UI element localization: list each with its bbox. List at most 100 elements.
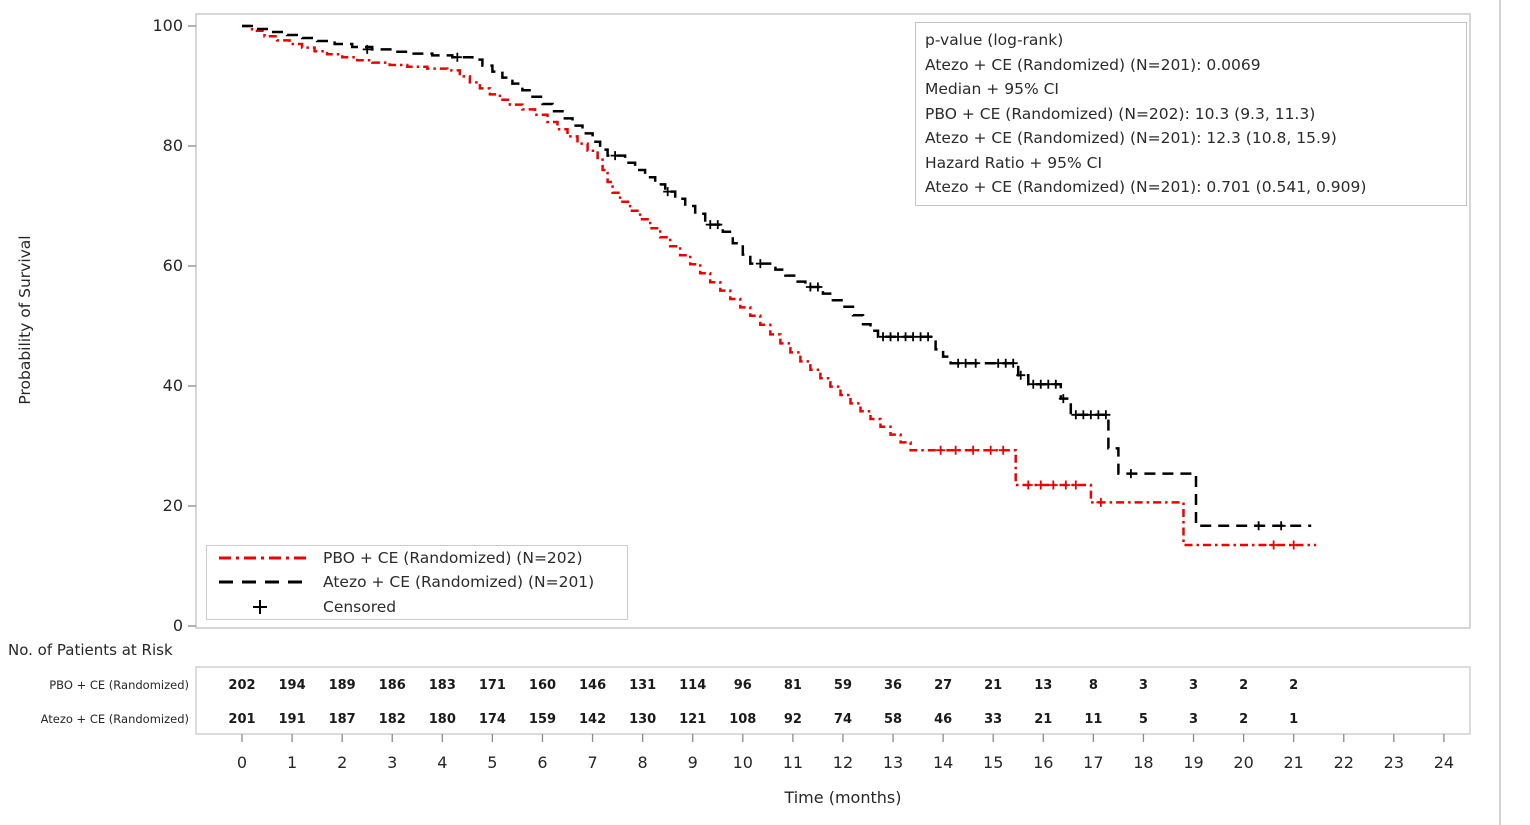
risk-count: 2 xyxy=(1289,678,1298,693)
annotation-line: Hazard Ratio + 95% CI xyxy=(925,153,1103,172)
y-axis-tick-label: 60 xyxy=(163,256,183,275)
risk-count: 130 xyxy=(629,712,656,727)
censor-mark xyxy=(968,445,978,455)
censor-mark xyxy=(1036,480,1046,490)
risk-count: 171 xyxy=(479,678,506,693)
x-axis-tick-label: 14 xyxy=(933,753,953,772)
risk-count: 1 xyxy=(1289,712,1298,727)
risk-count: 180 xyxy=(429,712,456,727)
legend-item-label: Atezo + CE (Randomized) (N=201) xyxy=(323,573,595,592)
legend-item-censored: Censored xyxy=(215,595,627,619)
x-axis-title: Time (months) xyxy=(783,788,901,807)
risk-count: 21 xyxy=(984,678,1002,693)
risk-count: 3 xyxy=(1139,678,1148,693)
risk-count: 189 xyxy=(329,678,356,693)
censor-mark xyxy=(886,332,896,342)
risk-count: 183 xyxy=(429,678,456,693)
censor-mark xyxy=(452,52,462,62)
risk-count: 131 xyxy=(629,678,656,693)
censor-mark xyxy=(713,220,723,230)
annotation-line: p-value (log-rank) xyxy=(925,31,1064,49)
risk-count: 2 xyxy=(1239,712,1248,727)
censor-mark xyxy=(1023,480,1033,490)
pbo-survival-curve xyxy=(242,24,1317,547)
x-axis-tick-label: 17 xyxy=(1083,753,1103,772)
censor-mark xyxy=(1276,521,1286,531)
risk-count: 191 xyxy=(279,712,306,727)
censor-mark xyxy=(362,44,372,54)
risk-count: 2 xyxy=(1239,678,1248,693)
risk-count: 142 xyxy=(579,712,606,727)
censor-mark xyxy=(1028,379,1038,389)
y-axis-tick-label: 80 xyxy=(163,136,183,155)
censor-mark xyxy=(986,445,996,455)
risk-count: 59 xyxy=(834,678,852,693)
censor-mark xyxy=(1093,410,1103,420)
annotation-line: PBO + CE (Randomized) (N=202): 10.3 (9.3… xyxy=(925,104,1316,123)
censor-mark xyxy=(1008,358,1018,368)
censor-mark xyxy=(998,445,1008,455)
censor-mark xyxy=(923,332,933,342)
risk-table-box xyxy=(195,666,1471,735)
censor-mark xyxy=(805,282,815,292)
censor-mark xyxy=(1061,480,1071,490)
x-axis-tick-label: 18 xyxy=(1133,753,1153,772)
censor-mark xyxy=(971,358,981,368)
censor-mark xyxy=(1048,480,1058,490)
censor-mark xyxy=(1071,410,1081,420)
x-axis-tick-label: 13 xyxy=(883,753,903,772)
risk-count: 174 xyxy=(479,712,506,727)
x-axis-tick-label: 0 xyxy=(237,753,247,772)
censor-mark xyxy=(893,332,903,342)
risk-count: 146 xyxy=(579,678,606,693)
risk-count: 108 xyxy=(729,712,756,727)
atezo-line-swatch-icon xyxy=(219,580,307,584)
pbo-line-swatch-icon xyxy=(219,556,307,560)
risk-count: 121 xyxy=(679,712,706,727)
y-axis-tick-label: 0 xyxy=(173,616,183,635)
censor-mark xyxy=(1254,521,1264,531)
plot-frame xyxy=(195,13,1471,629)
annotation-line: Atezo + CE (Randomized) (N=201): 12.3 (1… xyxy=(925,129,1337,147)
censor-mark xyxy=(1058,394,1068,404)
legend-item-label: PBO + CE (Randomized) (N=202) xyxy=(323,549,583,568)
censor-mark xyxy=(1016,370,1026,380)
x-axis-tick-label: 5 xyxy=(487,753,497,772)
annotation-line: Median + 95% CI xyxy=(925,80,1059,98)
censor-mark xyxy=(1036,379,1046,389)
x-axis-tick-label: 24 xyxy=(1434,753,1454,772)
x-axis-tick-label: 11 xyxy=(783,753,803,772)
censor-mark xyxy=(813,282,823,292)
x-axis-tick-label: 21 xyxy=(1284,753,1304,772)
censor-mark xyxy=(916,332,926,342)
x-axis-tick-label: 12 xyxy=(833,753,853,772)
risk-count: 201 xyxy=(228,712,255,727)
censor-mark xyxy=(1289,540,1299,550)
y-axis-tick-label: 40 xyxy=(163,376,183,395)
censor-mark xyxy=(1071,480,1081,490)
censor-mark xyxy=(1126,469,1136,479)
legend: PBO + CE (Randomized) (N=202) Atezo + CE… xyxy=(206,545,628,620)
risk-count: 81 xyxy=(784,678,802,693)
censor-mark xyxy=(1043,379,1053,389)
risk-count: 160 xyxy=(529,678,556,693)
risk-row-label: Atezo + CE (Randomized) xyxy=(41,712,189,726)
x-axis-tick-label: 6 xyxy=(537,753,547,772)
x-axis-tick-label: 1 xyxy=(287,753,297,772)
y-axis-tick-label: 20 xyxy=(163,496,183,515)
x-axis-tick-label: 8 xyxy=(638,753,648,772)
censor-mark xyxy=(993,358,1003,368)
risk-count: 46 xyxy=(934,712,952,727)
risk-count: 182 xyxy=(379,712,406,727)
censor-mark xyxy=(1096,497,1106,507)
risk-count: 8 xyxy=(1089,678,1098,693)
x-axis-tick-label: 4 xyxy=(437,753,447,772)
x-axis-tick-label: 16 xyxy=(1033,753,1053,772)
censor-mark xyxy=(705,220,715,230)
x-axis-tick-label: 10 xyxy=(733,753,753,772)
risk-count: 11 xyxy=(1084,712,1102,727)
risk-count: 187 xyxy=(329,712,356,727)
risk-count: 92 xyxy=(784,712,802,727)
risk-count: 114 xyxy=(679,678,706,693)
